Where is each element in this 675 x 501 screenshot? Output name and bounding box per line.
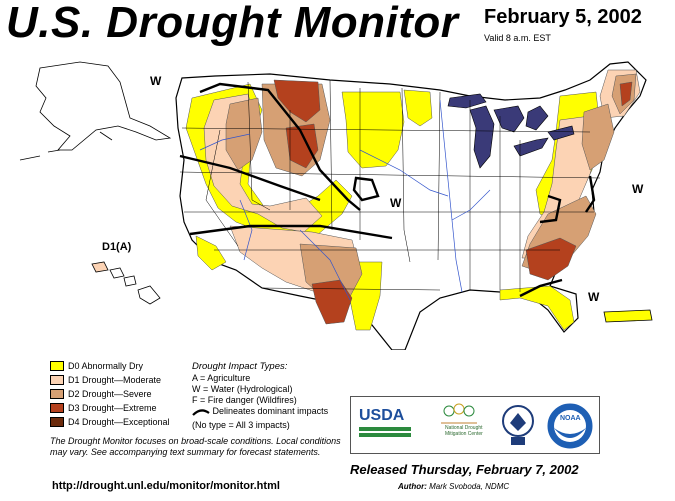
impact-types-title: Drought Impact Types: xyxy=(192,361,288,372)
legend-swatch xyxy=(50,375,64,385)
impact-line-agriculture: A = Agriculture xyxy=(192,373,251,383)
conditions-note: The Drought Monitor focuses on broad-sca… xyxy=(50,436,341,457)
rivers xyxy=(199,99,491,301)
noaa-seal-icon xyxy=(546,402,594,450)
eagle-seal-icon xyxy=(502,405,534,445)
impact-no-type: (No type = All 3 impacts) xyxy=(192,420,290,430)
drought-zone-d3-wyoming xyxy=(285,123,319,169)
w-label-northwest: W xyxy=(150,74,162,88)
ndmc-logo: National Drought Mitigation Center xyxy=(421,403,499,451)
impact-boundaries xyxy=(179,82,596,298)
drought-zone-d3-carolinas xyxy=(525,237,577,281)
usda-logo-text: USDA xyxy=(359,407,405,424)
released-date: Released Thursday, February 7, 2002 xyxy=(350,462,579,477)
drought-zone-d0-socal xyxy=(195,235,227,271)
impact-line-water: W = Water (Hydrological) xyxy=(192,384,293,394)
legend-label: D0 Abnormally Dry xyxy=(68,361,144,371)
w-label-plains: W xyxy=(390,196,402,210)
legend-swatch xyxy=(50,361,64,371)
legend-label: D3 Drought—Extreme xyxy=(68,403,157,413)
w-label-southeast: W xyxy=(588,290,600,304)
alaska-islands xyxy=(19,131,113,161)
drought-zone-d3-montana xyxy=(273,79,321,123)
author-label: Author: xyxy=(398,482,427,491)
map-date: February 5, 2002 xyxy=(484,6,642,28)
noaa-logo: NOAA xyxy=(546,402,594,450)
legend-swatch xyxy=(50,389,64,399)
impact-delineates: Delineates dominant impacts xyxy=(192,406,328,417)
legend-label: D2 Drought—Severe xyxy=(68,389,152,399)
drought-zone-d0-florida xyxy=(499,285,575,331)
legend-swatch xyxy=(50,417,64,427)
legend-label: D4 Drought—Exceptional xyxy=(68,417,170,427)
monitor-url[interactable]: http://drought.unl.edu/monitor/monitor.h… xyxy=(52,480,280,492)
impact-line-fire: F = Fire danger (Wildfires) xyxy=(192,395,297,405)
impact-delineates-label: Delineates dominant impacts xyxy=(212,406,329,416)
legend-swatch xyxy=(50,403,64,413)
puerto-rico xyxy=(603,309,653,323)
drought-zone-d3-maine xyxy=(619,81,633,107)
w-label-atlantic: W xyxy=(632,182,644,196)
alaska-outline xyxy=(35,61,172,151)
legend-label: D1 Drought—Moderate xyxy=(68,375,162,385)
author-name: Mark Svoboda, NDMC xyxy=(429,482,510,491)
valid-time: Valid 8 a.m. EST xyxy=(484,33,551,43)
drought-map xyxy=(19,61,653,350)
drought-zone-d0-minnesota xyxy=(403,89,433,127)
usda-logo: USDA xyxy=(359,407,411,443)
impact-line-swatch xyxy=(192,408,210,416)
noaa-logo-text: NOAA xyxy=(560,415,581,422)
logo-box: USDA National Drought Mitigation Center … xyxy=(350,396,600,454)
ndmc-logo-text: National Drought Mitigation Center xyxy=(445,425,483,437)
page-title: U.S. Drought Monitor xyxy=(6,0,459,47)
hawaii-label: D1(A) xyxy=(102,241,132,253)
state-boundaries xyxy=(179,79,601,292)
author-line: Author: Mark Svoboda, NDMC xyxy=(398,482,509,491)
drought-zone-d2-northeast xyxy=(581,103,615,171)
commerce-seal xyxy=(501,405,535,447)
tree-icon xyxy=(441,403,477,424)
hawaii-islands xyxy=(91,261,161,305)
